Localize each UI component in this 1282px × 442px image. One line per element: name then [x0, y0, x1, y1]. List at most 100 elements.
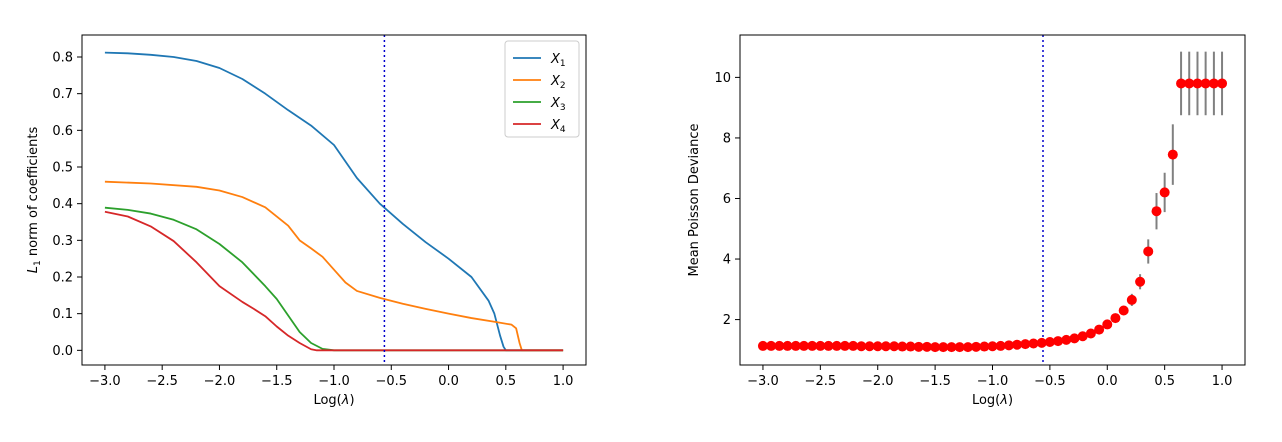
data-point: [897, 341, 908, 352]
y-axis-label: L1 norm of coefficients: [26, 127, 43, 274]
data-point: [807, 340, 818, 351]
y-axis-label: Mean Poisson Deviance: [687, 123, 702, 276]
data-point: [815, 340, 826, 351]
x-tick-label: 0.0: [1097, 374, 1118, 389]
data-point: [1192, 78, 1203, 89]
plot-area: [757, 35, 1228, 365]
data-point: [1069, 333, 1080, 344]
data-point: [938, 342, 949, 353]
data-point: [766, 340, 777, 351]
legend-label-x3: X3: [550, 96, 566, 113]
x-tick-label: −1.5: [919, 374, 951, 389]
x-tick-label: −1.5: [261, 374, 293, 389]
data-point: [1167, 149, 1178, 160]
y-tick-label: 0.8: [52, 51, 73, 66]
y-tick-label: 0.5: [52, 161, 73, 176]
x-tick-label: −2.5: [146, 374, 178, 389]
series-line-x3: [104, 206, 564, 352]
data-point: [946, 342, 957, 353]
data-point: [798, 340, 809, 351]
data-point: [1159, 187, 1170, 198]
data-point: [1036, 337, 1047, 348]
y-tick-label: 2: [723, 313, 731, 328]
data-point: [913, 341, 924, 352]
data-point: [823, 340, 834, 351]
x-tick-label: −1.0: [318, 374, 350, 389]
data-point: [1110, 313, 1121, 324]
data-point: [1176, 78, 1187, 89]
plot-area: [104, 35, 564, 365]
data-point: [1208, 78, 1219, 89]
legend: X1 X2 X3 X4: [504, 40, 580, 138]
series-line-x4: [104, 210, 564, 352]
data-point: [864, 341, 875, 352]
data-point: [1053, 336, 1064, 347]
x-axis-label: Log(λ): [313, 393, 354, 408]
y-tick-label: 4: [723, 253, 731, 268]
data-point: [1044, 336, 1055, 347]
axes-frame: [739, 34, 1246, 366]
data-point: [921, 341, 932, 352]
data-point: [987, 341, 998, 352]
data-point: [889, 341, 900, 352]
data-point: [905, 341, 916, 352]
x-tick-label: −1.0: [977, 374, 1009, 389]
y-tick-label: 10: [714, 71, 731, 86]
data-point: [1126, 294, 1137, 305]
series-line-x2: [104, 180, 564, 352]
data-point: [782, 340, 793, 351]
data-point: [1085, 328, 1096, 339]
data-point: [954, 342, 965, 353]
y-tick-label: 6: [723, 192, 731, 207]
y-tick-label: 8: [723, 131, 731, 146]
x-tick-label: −2.5: [805, 374, 837, 389]
data-point: [1118, 305, 1129, 316]
data-point: [1077, 331, 1088, 342]
data-point: [962, 342, 973, 353]
coefficient-path-chart: −3.0 −2.5 −2.0 −1.5 −1.0 −0.5 0.0 0.5 1.0 0.0 0.1 0…: [26, 34, 587, 408]
data-point: [930, 342, 941, 353]
axes-frame: [81, 34, 587, 366]
data-point: [1061, 334, 1072, 345]
data-point: [1151, 206, 1162, 217]
x-tick-label: −3.0: [747, 374, 779, 389]
data-point: [1184, 78, 1195, 89]
data-point: [1200, 78, 1211, 89]
data-point: [1020, 339, 1031, 350]
data-point: [790, 340, 801, 351]
data-point: [831, 340, 842, 351]
x-tick-label: 1.0: [1212, 374, 1233, 389]
data-point: [872, 341, 883, 352]
x-tick-label: −2.0: [204, 374, 236, 389]
x-tick-label: 0.5: [495, 374, 516, 389]
data-point: [1102, 319, 1113, 330]
deviance-chart: −3.0 −2.5 −2.0 −1.5 −1.0 −0.5 0.0 0.5 1.0 2 4 6 8 10 L…: [687, 34, 1246, 408]
data-point: [1094, 324, 1105, 335]
x-tick-label: −0.5: [375, 374, 407, 389]
y-tick-label: 0.1: [52, 307, 73, 322]
y-tick-label: 0.2: [52, 271, 73, 286]
series-line-x1: [104, 51, 564, 352]
data-point: [971, 341, 982, 352]
data-point: [856, 341, 867, 352]
data-point: [848, 340, 859, 351]
y-tick-label: 0.0: [52, 344, 73, 359]
x-tick-label: −0.5: [1034, 374, 1066, 389]
data-point: [1217, 78, 1228, 89]
data-point: [995, 340, 1006, 351]
legend-label-x4: X4: [550, 118, 566, 135]
data-point: [979, 341, 990, 352]
x-tick-label: 0.0: [438, 374, 459, 389]
data-point: [757, 340, 768, 351]
data-point: [774, 340, 785, 351]
y-tick-label: 0.7: [52, 87, 73, 102]
x-axis-label: Log(λ): [972, 393, 1013, 408]
legend-label-x2: X2: [550, 74, 566, 91]
data-point: [1012, 339, 1023, 350]
data-point: [1135, 276, 1146, 287]
data-point: [1003, 340, 1014, 351]
x-tick-label: −2.0: [862, 374, 894, 389]
y-tick-label: 0.6: [52, 124, 73, 139]
data-point: [1143, 246, 1154, 257]
